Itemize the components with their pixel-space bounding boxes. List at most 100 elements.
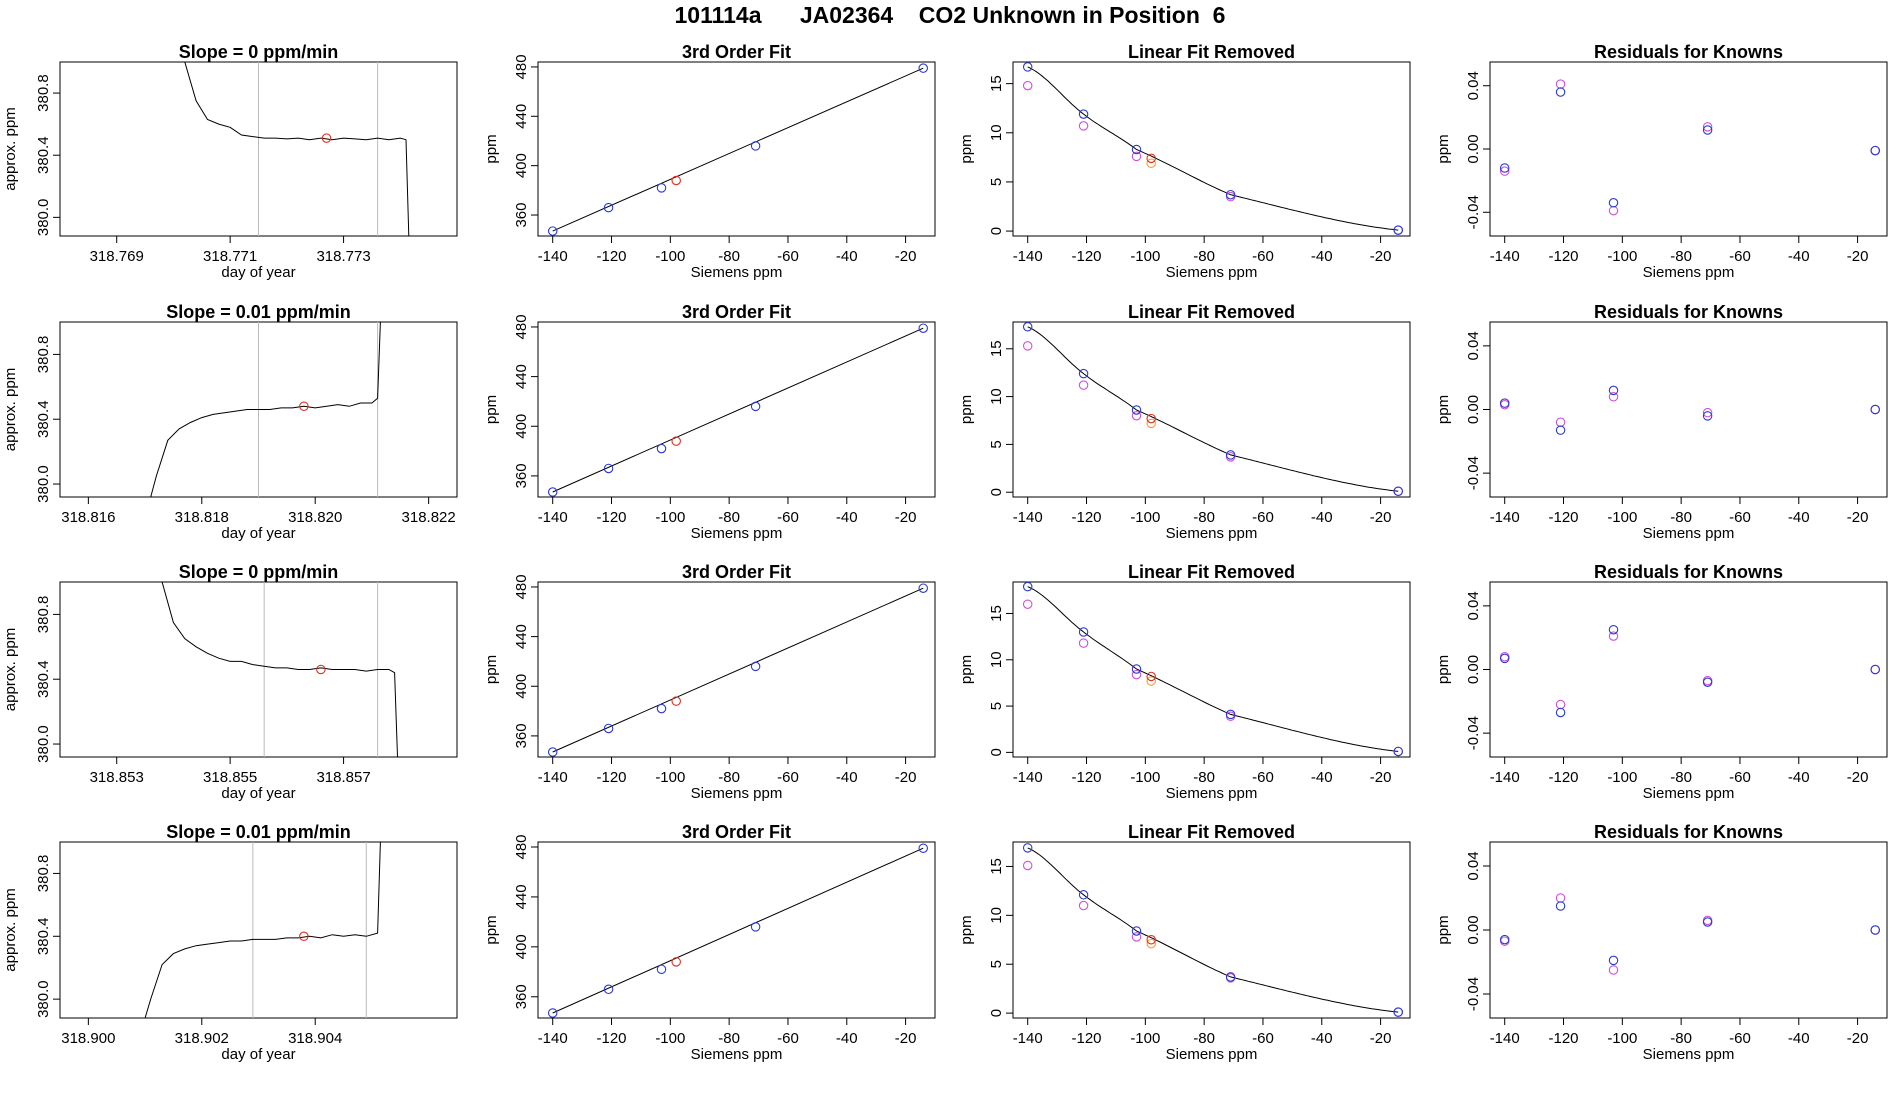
unknown-point: [1146, 153, 1156, 164]
magenta-point: [1225, 711, 1236, 722]
trace-marker: [299, 931, 309, 942]
y-tick-label: 440: [513, 884, 530, 909]
known-point: [1608, 198, 1619, 208]
known-point: [1499, 934, 1510, 945]
magenta-point: [1608, 631, 1619, 641]
panel-title: Linear Fit Removed: [1128, 822, 1295, 842]
trace-line: [150, 322, 381, 497]
plot-area: [547, 843, 928, 1018]
x-tick-label: -100: [655, 248, 685, 265]
known-point: [1870, 664, 1880, 675]
y-tick-label: 10: [988, 388, 1005, 405]
fit-curve: [552, 67, 924, 232]
x-tick-label: -20: [895, 509, 917, 526]
y-tick-label: 0.00: [1465, 655, 1482, 684]
known-point: [656, 443, 667, 454]
x-tick-label: -60: [1729, 1030, 1751, 1047]
x-tick-label: -60: [1729, 509, 1751, 526]
x-tick-label: 318.822: [402, 509, 456, 526]
x-tick-label: -120: [1072, 509, 1102, 526]
x-axis-label: Siemens ppm: [691, 264, 783, 281]
x-tick-label: -100: [1607, 1030, 1637, 1047]
known-point: [1022, 62, 1033, 72]
known-point: [1499, 653, 1510, 664]
x-tick-label: -120: [597, 1030, 627, 1047]
x-tick-label: -40: [1311, 1030, 1333, 1047]
x-tick-label: 318.771: [203, 248, 257, 265]
known-point: [1608, 955, 1619, 966]
x-axis-label: day of year: [221, 785, 295, 802]
y-tick-label: 400: [513, 934, 530, 959]
x-tick-label: -140: [1013, 248, 1043, 265]
y-axis-label: approx. ppm: [2, 107, 19, 190]
y-tick-label: 0: [988, 1009, 1005, 1017]
y-axis-label: ppm: [1435, 915, 1452, 944]
plot-area: [1022, 62, 1403, 235]
y-tick-label: 480: [513, 314, 530, 339]
y-tick-label: 15: [988, 605, 1005, 622]
plot-frame: [1489, 61, 1888, 237]
y-tick-label: -0.04: [1465, 716, 1482, 750]
known-point: [1555, 707, 1566, 718]
known-point: [1225, 189, 1236, 200]
magenta-point: [1078, 900, 1089, 911]
plot-area: [547, 63, 928, 236]
unknown-point: [1146, 935, 1156, 945]
panel-title: Residuals for Knowns: [1594, 822, 1783, 842]
y-tick-label: 440: [513, 364, 530, 389]
x-tick-label: -120: [597, 769, 627, 786]
x-tick-label: -100: [655, 769, 685, 786]
plot-area: [1022, 322, 1403, 497]
plot-frame: [537, 61, 936, 237]
x-tick-label: -140: [538, 509, 568, 526]
magenta-point: [1078, 380, 1089, 390]
x-tick-label: -40: [836, 769, 858, 786]
y-tick-label: 380.0: [35, 725, 52, 763]
y-tick-label: -0.04: [1465, 977, 1482, 1011]
x-tick-label: -120: [1549, 1030, 1579, 1047]
unknown-point: [671, 696, 681, 706]
x-tick-label: -20: [1847, 1030, 1869, 1047]
known-point: [1078, 109, 1089, 119]
y-tick-label: 0: [988, 748, 1005, 756]
panel-linear-row3: Linear Fit Removed -140 -120 -100 -80 -60 -40 -…: [958, 562, 1411, 802]
known-point: [1131, 664, 1142, 674]
x-tick-label: -80: [1193, 248, 1215, 265]
y-tick-label: 360: [513, 463, 530, 488]
x-tick-label: -60: [1252, 248, 1274, 265]
known-point: [1022, 843, 1033, 853]
known-point: [1078, 627, 1089, 637]
y-axis-label: ppm: [483, 134, 500, 163]
x-tick-label: -40: [1788, 769, 1810, 786]
y-tick-label: 480: [513, 574, 530, 599]
y-tick-label: 400: [513, 153, 530, 178]
y-axis-label: ppm: [1435, 134, 1452, 163]
y-axis-label: approx. ppm: [2, 628, 19, 711]
x-axis-label: day of year: [221, 525, 295, 542]
panel-resid-row1: Residuals for Knowns -140 -120 -100 -80 -60 -4…: [1435, 42, 1888, 281]
y-tick-label: 380.4: [35, 136, 52, 174]
y-tick-label: 380.8: [35, 74, 52, 112]
panel-title: Linear Fit Removed: [1128, 42, 1295, 62]
y-tick-label: 0.00: [1465, 395, 1482, 424]
x-tick-label: -120: [1549, 769, 1579, 786]
x-tick-label: -40: [836, 248, 858, 265]
known-point: [603, 463, 614, 474]
known-point: [918, 323, 928, 333]
x-tick-label: -120: [1072, 1030, 1102, 1047]
x-tick-label: -80: [718, 769, 740, 786]
x-tick-label: -100: [1130, 1030, 1160, 1047]
x-tick-label: -80: [1193, 769, 1215, 786]
plot-area: [1499, 79, 1880, 216]
x-tick-label: -140: [538, 1030, 568, 1047]
plot-frame: [1489, 841, 1888, 1019]
y-tick-label: 440: [513, 624, 530, 649]
x-tick-label: -40: [1311, 248, 1333, 265]
known-point: [1393, 225, 1403, 235]
x-tick-label: 318.900: [61, 1030, 115, 1047]
x-tick-label: -100: [1130, 769, 1160, 786]
plot-frame: [1012, 841, 1411, 1019]
residual-curve: [1027, 586, 1399, 752]
y-tick-label: -0.04: [1465, 456, 1482, 490]
x-tick-label: -140: [1013, 1030, 1043, 1047]
